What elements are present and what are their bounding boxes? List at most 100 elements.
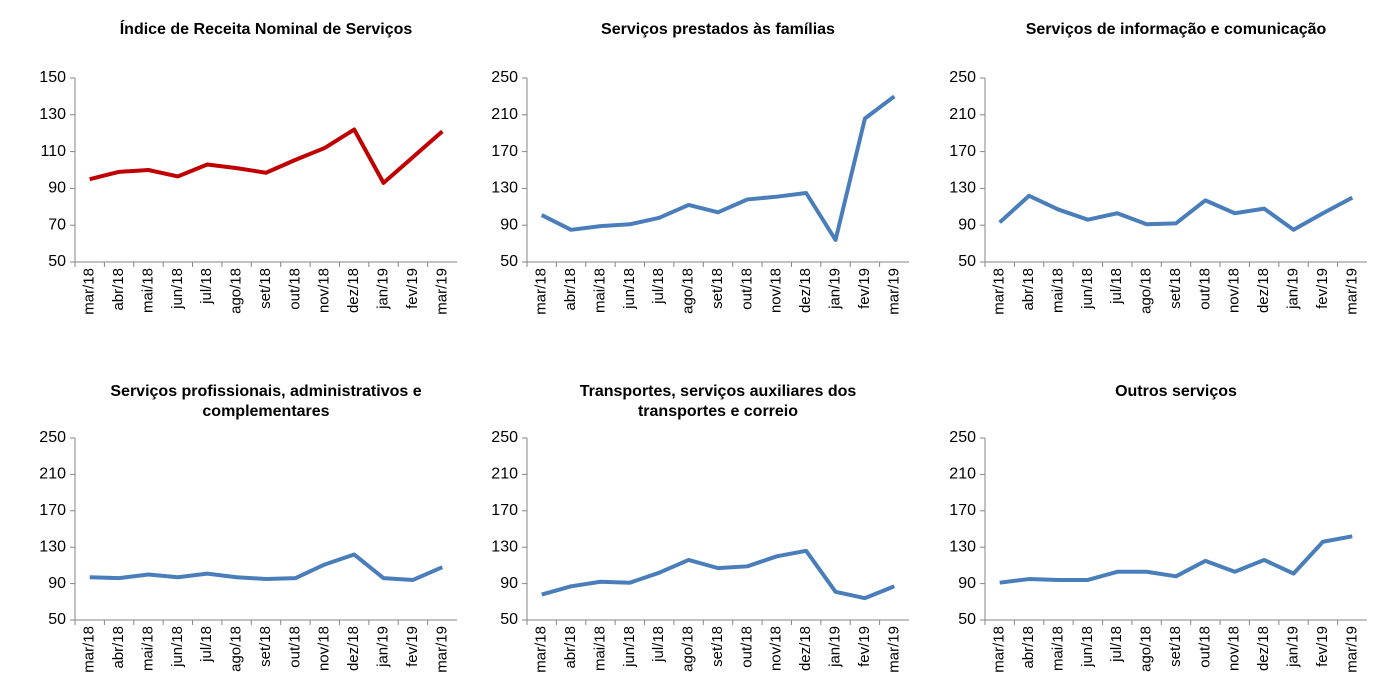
x-tick-label: ago/18 xyxy=(680,626,697,672)
x-tick-label: abr/18 xyxy=(562,626,579,669)
y-tick-label: 90 xyxy=(48,575,66,592)
y-tick-label: 250 xyxy=(949,69,976,86)
x-tick-label: jun/18 xyxy=(1079,626,1096,668)
y-tick-label: 50 xyxy=(48,253,66,270)
chart-title: Transportes, serviços auxiliares dos tra… xyxy=(579,383,857,420)
y-tick-label: 130 xyxy=(39,538,66,555)
x-tick-label: nov/18 xyxy=(1226,268,1243,313)
y-tick-label: 250 xyxy=(491,69,518,86)
x-tick-label: jan/19 xyxy=(375,626,392,668)
x-tick-label: ago/18 xyxy=(1138,268,1155,314)
x-tick-label: jan/19 xyxy=(827,626,844,668)
x-tick-label: mar/18 xyxy=(991,626,1008,673)
y-tick-label: 170 xyxy=(949,502,976,519)
x-tick-label: mar/19 xyxy=(433,626,450,673)
x-tick-label: mar/19 xyxy=(885,626,902,673)
x-tick-label: fev/19 xyxy=(856,626,873,667)
x-tick-label: set/18 xyxy=(257,268,274,309)
x-tick-label: jan/19 xyxy=(1285,268,1302,310)
x-tick-label: mai/18 xyxy=(591,626,608,671)
y-tick-label: 130 xyxy=(39,106,66,123)
x-tick-label: nov/18 xyxy=(1226,626,1243,671)
y-tick-label: 250 xyxy=(491,429,518,446)
y-tick-label: 50 xyxy=(500,253,518,270)
x-tick-label: jan/19 xyxy=(1285,626,1302,668)
x-tick-label: mai/18 xyxy=(1049,268,1066,313)
x-tick-label: out/18 xyxy=(1196,626,1213,668)
y-tick-label: 210 xyxy=(491,466,518,483)
x-tick-label: jul/18 xyxy=(198,626,215,663)
x-tick-label: mar/18 xyxy=(533,268,550,315)
x-tick-label: mar/19 xyxy=(433,268,450,315)
x-tick-label: ago/18 xyxy=(1138,626,1155,672)
x-tick-label: fev/19 xyxy=(1314,268,1331,309)
y-tick-label: 50 xyxy=(48,611,66,628)
x-tick-label: nov/18 xyxy=(768,268,785,313)
y-tick-label: 210 xyxy=(491,106,518,123)
x-tick-label: dez/18 xyxy=(345,268,362,313)
x-tick-label: jan/19 xyxy=(375,268,392,310)
x-tick-label: mar/18 xyxy=(81,626,98,673)
y-tick-label: 90 xyxy=(48,180,66,197)
y-tick-label: 90 xyxy=(958,575,976,592)
y-tick-label: 70 xyxy=(48,216,66,233)
y-tick-label: 170 xyxy=(39,502,66,519)
x-tick-label: dez/18 xyxy=(797,268,814,313)
x-tick-label: jun/18 xyxy=(169,268,186,310)
y-tick-label: 130 xyxy=(491,538,518,555)
x-tick-label: out/18 xyxy=(738,626,755,668)
x-tick-label: jul/18 xyxy=(650,626,667,663)
line-series xyxy=(89,127,444,185)
x-tick-label: jun/18 xyxy=(621,626,638,668)
x-tick-label: mai/18 xyxy=(139,626,156,671)
x-tick-label: dez/18 xyxy=(1255,268,1272,313)
y-tick-label: 210 xyxy=(39,466,66,483)
x-tick-label: out/18 xyxy=(1196,268,1213,310)
line-series xyxy=(89,552,444,582)
x-tick-label: set/18 xyxy=(1167,268,1184,309)
y-tick-label: 210 xyxy=(949,466,976,483)
x-tick-label: jul/18 xyxy=(198,268,215,305)
y-tick-label: 170 xyxy=(491,502,518,519)
y-tick-label: 50 xyxy=(958,611,976,628)
x-tick-label: abr/18 xyxy=(1020,626,1037,669)
x-tick-label: jun/18 xyxy=(621,268,638,310)
x-tick-label: mar/18 xyxy=(81,268,98,315)
y-tick-label: 210 xyxy=(949,106,976,123)
y-tick-label: 90 xyxy=(500,575,518,592)
chart-title: Serviços de informação e comunicação xyxy=(1025,21,1327,38)
chart-title: Outros serviços xyxy=(1115,383,1237,400)
x-tick-label: set/18 xyxy=(709,268,726,309)
x-tick-label: jan/19 xyxy=(827,268,844,310)
chart-title: Índice de Receita Nominal de Serviços xyxy=(119,21,413,38)
x-tick-label: mai/18 xyxy=(591,268,608,313)
x-tick-label: out/18 xyxy=(738,268,755,310)
x-tick-label: ago/18 xyxy=(228,268,245,314)
y-tick-label: 50 xyxy=(958,253,976,270)
x-tick-label: jul/18 xyxy=(1108,268,1125,305)
chart-title: Serviços prestados às famílias xyxy=(601,21,835,38)
y-tick-label: 130 xyxy=(491,180,518,197)
x-tick-label: mar/18 xyxy=(991,268,1008,315)
x-tick-label: abr/18 xyxy=(110,268,127,311)
x-tick-label: nov/18 xyxy=(768,626,785,671)
line-series xyxy=(540,94,896,242)
y-tick-label: 250 xyxy=(39,429,66,446)
x-tick-label: jul/18 xyxy=(1108,626,1125,663)
x-tick-label: abr/18 xyxy=(110,626,127,669)
x-tick-label: mar/19 xyxy=(885,268,902,315)
line-series xyxy=(541,548,896,601)
y-tick-label: 90 xyxy=(500,216,518,233)
x-tick-label: fev/19 xyxy=(404,626,421,667)
x-tick-label: dez/18 xyxy=(345,626,362,671)
x-tick-label: mar/18 xyxy=(533,626,550,673)
y-tick-label: 130 xyxy=(949,180,976,197)
x-tick-label: set/18 xyxy=(1167,626,1184,667)
x-tick-label: jul/18 xyxy=(650,268,667,305)
x-tick-label: ago/18 xyxy=(228,626,245,672)
line-series xyxy=(999,534,1353,585)
y-tick-label: 130 xyxy=(949,538,976,555)
y-tick-label: 110 xyxy=(40,143,66,160)
